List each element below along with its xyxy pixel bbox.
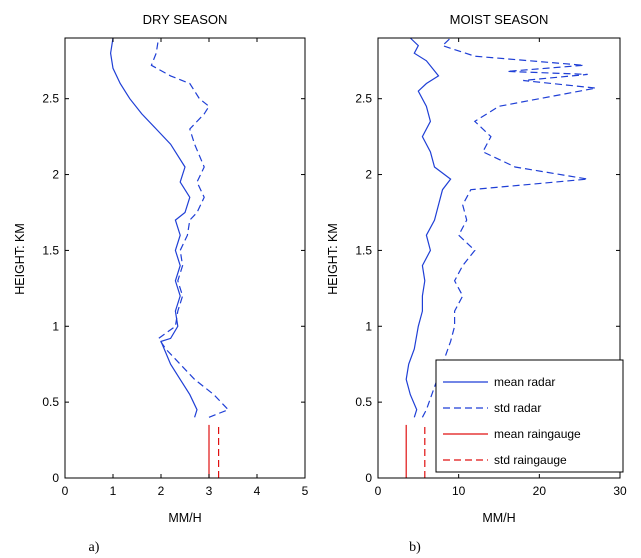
legend-label-mean-radar: mean radar <box>494 375 555 389</box>
legend-item-mean-radar: mean radar <box>443 375 555 389</box>
legend: mean radar std radar mean raingauge std … <box>435 359 624 473</box>
axes-frame-moist <box>377 37 621 479</box>
legend-item-std-raingauge: std raingauge <box>443 453 567 467</box>
plot-area-dry: 0 1 2 3 4 5 0 0.5 1 1.5 2 2.5 <box>42 37 309 498</box>
plot-area-moist: 0 10 20 30 0 0.5 1 1.5 2 2.5 <box>355 37 627 498</box>
legend-item-mean-raingauge: mean raingauge <box>443 427 581 441</box>
chart-title-dry: DRY SEASON <box>143 12 228 27</box>
y-axis-label-moist: HEIGHT: KM <box>326 223 340 295</box>
y-tick-label-dry: 1 <box>52 319 59 333</box>
panel-label-a: a) <box>89 540 100 555</box>
x-tick-label-dry: 4 <box>254 484 261 498</box>
x-tick-label-moist: 20 <box>533 484 547 498</box>
x-tick-label-dry: 1 <box>110 484 117 498</box>
chart-title-moist: MOIST SEASON <box>450 12 549 27</box>
x-tick-label-moist: 0 <box>375 484 382 498</box>
y-tick-label-dry: 2 <box>52 168 59 182</box>
y-tick-label-dry: 2.5 <box>42 92 59 106</box>
x-tick-label-moist: 30 <box>613 484 627 498</box>
x-tick-label-dry: 5 <box>302 484 309 498</box>
series-line-std-radar-moist <box>421 37 596 418</box>
y-tick-label-dry: 1.5 <box>42 243 59 257</box>
x-tick-label-dry: 3 <box>206 484 213 498</box>
x-axis-label-dry: MM/H <box>168 511 201 525</box>
y-tick-label-moist: 2 <box>365 168 372 182</box>
legend-label-mean-raingauge: mean raingauge <box>494 427 581 441</box>
chart-panel-dry: DRY SEASON 0 1 2 3 4 5 0 0.5 1 1.5 2 2.5 MM/H HEIGH… <box>13 12 309 555</box>
series-line-std-radar-dry <box>150 37 230 418</box>
legend-item-std-radar: std radar <box>443 401 541 415</box>
legend-label-std-radar: std radar <box>494 401 541 415</box>
series-line-mean-radar-dry <box>109 37 198 418</box>
chart-panel-moist: MOIST SEASON 0 10 20 30 0 0.5 1 1.5 2 2.5 MM/H HE… <box>326 12 627 555</box>
legend-box <box>435 359 624 473</box>
x-tick-label-dry: 0 <box>62 484 69 498</box>
y-tick-label-moist: 1 <box>365 319 372 333</box>
y-tick-label-moist: 2.5 <box>355 92 372 106</box>
axes-frame-dry <box>64 37 306 479</box>
y-tick-label-dry: 0 <box>52 471 59 485</box>
y-tick-label-dry: 0.5 <box>42 395 59 409</box>
legend-label-std-raingauge: std raingauge <box>494 453 567 467</box>
y-axis-label-dry: HEIGHT: KM <box>13 223 27 295</box>
y-tick-label-moist: 0.5 <box>355 395 372 409</box>
x-axis-label-moist: MM/H <box>482 511 515 525</box>
x-tick-label-moist: 10 <box>452 484 466 498</box>
y-tick-label-moist: 1.5 <box>355 243 372 257</box>
y-tick-label-moist: 0 <box>365 471 372 485</box>
panel-label-b: b) <box>409 540 421 555</box>
x-tick-label-dry: 2 <box>158 484 165 498</box>
series-line-mean-radar-moist <box>405 37 452 418</box>
